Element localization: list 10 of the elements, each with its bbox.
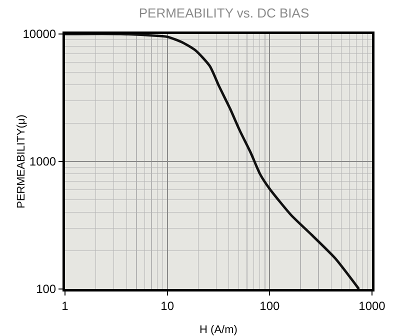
- x-tick-label: 10: [160, 298, 174, 313]
- y-tick-label: 10000: [22, 27, 56, 42]
- y-axis-title: PERMEABILITY(μ): [15, 114, 28, 208]
- x-axis-title: H (A/m): [200, 324, 238, 336]
- x-tick-label: 100: [260, 298, 280, 313]
- chart-title: PERMEABILITY vs. DC BIAS: [138, 6, 310, 20]
- x-tick-label: 1000: [358, 298, 386, 313]
- y-tick-label: 1000: [29, 154, 56, 169]
- y-tick-label: 100: [36, 282, 56, 296]
- x-tick-label: 1: [62, 298, 69, 313]
